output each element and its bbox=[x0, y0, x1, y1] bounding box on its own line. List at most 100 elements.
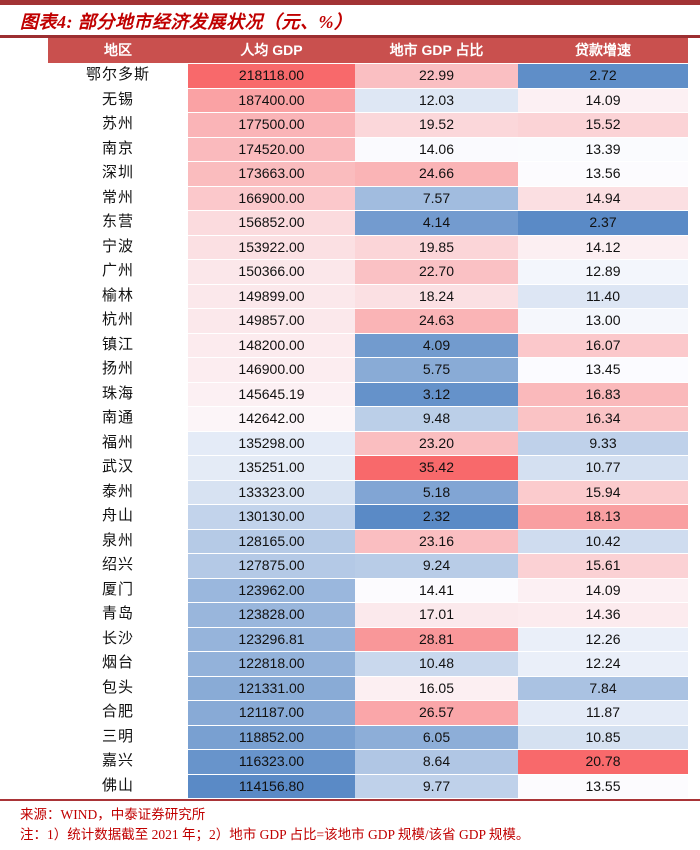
region-cell: 福州 bbox=[48, 431, 188, 455]
table-row: 武汉 135251.00 35.42 10.77 bbox=[48, 456, 688, 480]
gdp-share-cell: 19.85 bbox=[355, 235, 518, 259]
gdp-per-capita-cell: 123962.00 bbox=[188, 578, 355, 602]
loan-growth-cell: 9.33 bbox=[518, 431, 688, 455]
region-cell: 扬州 bbox=[48, 358, 188, 382]
loan-growth-cell: 14.09 bbox=[518, 578, 688, 602]
region-cell: 泰州 bbox=[48, 480, 188, 504]
gdp-share-cell: 16.05 bbox=[355, 676, 518, 700]
loan-growth-cell: 14.36 bbox=[518, 603, 688, 627]
table-row: 深圳 173663.00 24.66 13.56 bbox=[48, 162, 688, 186]
region-cell: 南京 bbox=[48, 137, 188, 161]
region-cell: 长沙 bbox=[48, 627, 188, 651]
gdp-per-capita-cell: 133323.00 bbox=[188, 480, 355, 504]
table-row: 嘉兴 116323.00 8.64 20.78 bbox=[48, 750, 688, 774]
table-row: 宁波 153922.00 19.85 14.12 bbox=[48, 235, 688, 259]
data-table: 地区 人均 GDP 地市 GDP 占比 贷款增速 鄂尔多斯 218118.00 22… bbox=[48, 38, 688, 798]
gdp-per-capita-cell: 114156.80 bbox=[188, 774, 355, 798]
gdp-per-capita-cell: 116323.00 bbox=[188, 750, 355, 774]
source-line: 来源：WIND，中泰证券研究所 bbox=[20, 807, 206, 822]
table-row: 镇江 148200.00 4.09 16.07 bbox=[48, 333, 688, 357]
table-row: 烟台 122818.00 10.48 12.24 bbox=[48, 652, 688, 676]
gdp-per-capita-cell: 127875.00 bbox=[188, 554, 355, 578]
gdp-per-capita-cell: 118852.00 bbox=[188, 725, 355, 749]
region-cell: 深圳 bbox=[48, 162, 188, 186]
loan-growth-cell: 15.52 bbox=[518, 113, 688, 137]
title-underline bbox=[0, 35, 700, 38]
gdp-share-cell: 22.70 bbox=[355, 260, 518, 284]
table-body: 鄂尔多斯 218118.00 22.99 2.72 无锡 187400.00 12.03 14… bbox=[48, 64, 688, 798]
gdp-share-cell: 12.03 bbox=[355, 88, 518, 112]
gdp-share-cell: 35.42 bbox=[355, 456, 518, 480]
gdp-share-cell: 7.57 bbox=[355, 186, 518, 210]
gdp-per-capita-cell: 128165.00 bbox=[188, 529, 355, 553]
table-row: 榆林 149899.00 18.24 11.40 bbox=[48, 284, 688, 308]
loan-growth-cell: 20.78 bbox=[518, 750, 688, 774]
gdp-per-capita-cell: 123296.81 bbox=[188, 627, 355, 651]
table-row: 南京 174520.00 14.06 13.39 bbox=[48, 137, 688, 161]
table-row: 长沙 123296.81 28.81 12.26 bbox=[48, 627, 688, 651]
table-row: 广州 150366.00 22.70 12.89 bbox=[48, 260, 688, 284]
region-cell: 榆林 bbox=[48, 284, 188, 308]
gdp-share-cell: 22.99 bbox=[355, 64, 518, 88]
gdp-share-cell: 6.05 bbox=[355, 725, 518, 749]
region-cell: 青岛 bbox=[48, 603, 188, 627]
table-row: 鄂尔多斯 218118.00 22.99 2.72 bbox=[48, 64, 688, 88]
gdp-share-cell: 3.12 bbox=[355, 382, 518, 406]
loan-growth-cell: 16.34 bbox=[518, 407, 688, 431]
gdp-share-cell: 28.81 bbox=[355, 627, 518, 651]
gdp-per-capita-cell: 173663.00 bbox=[188, 162, 355, 186]
table-row: 杭州 149857.00 24.63 13.00 bbox=[48, 309, 688, 333]
gdp-per-capita-cell: 142642.00 bbox=[188, 407, 355, 431]
gdp-per-capita-cell: 146900.00 bbox=[188, 358, 355, 382]
gdp-share-cell: 4.14 bbox=[355, 211, 518, 235]
region-cell: 苏州 bbox=[48, 113, 188, 137]
loan-growth-cell: 11.87 bbox=[518, 701, 688, 725]
gdp-per-capita-cell: 145645.19 bbox=[188, 382, 355, 406]
table-row: 泉州 128165.00 23.16 10.42 bbox=[48, 529, 688, 553]
loan-growth-cell: 13.00 bbox=[518, 309, 688, 333]
loan-growth-cell: 13.56 bbox=[518, 162, 688, 186]
loan-growth-cell: 14.09 bbox=[518, 88, 688, 112]
gdp-share-cell: 8.64 bbox=[355, 750, 518, 774]
table-row: 青岛 123828.00 17.01 14.36 bbox=[48, 603, 688, 627]
region-cell: 泉州 bbox=[48, 529, 188, 553]
table-row: 包头 121331.00 16.05 7.84 bbox=[48, 676, 688, 700]
region-cell: 嘉兴 bbox=[48, 750, 188, 774]
region-cell: 厦门 bbox=[48, 578, 188, 602]
gdp-per-capita-cell: 121187.00 bbox=[188, 701, 355, 725]
gdp-share-cell: 19.52 bbox=[355, 113, 518, 137]
top-divider-bar bbox=[0, 0, 700, 5]
region-cell: 镇江 bbox=[48, 333, 188, 357]
gdp-share-cell: 23.16 bbox=[355, 529, 518, 553]
loan-growth-cell: 2.72 bbox=[518, 64, 688, 88]
loan-growth-cell: 2.37 bbox=[518, 211, 688, 235]
table-row: 无锡 187400.00 12.03 14.09 bbox=[48, 88, 688, 112]
gdp-per-capita-cell: 121331.00 bbox=[188, 676, 355, 700]
table-row: 福州 135298.00 23.20 9.33 bbox=[48, 431, 688, 455]
gdp-per-capita-cell: 123828.00 bbox=[188, 603, 355, 627]
table-row: 苏州 177500.00 19.52 15.52 bbox=[48, 113, 688, 137]
loan-growth-cell: 10.85 bbox=[518, 725, 688, 749]
gdp-share-cell: 9.77 bbox=[355, 774, 518, 798]
loan-growth-cell: 18.13 bbox=[518, 505, 688, 529]
loan-growth-cell: 13.39 bbox=[518, 137, 688, 161]
region-cell: 杭州 bbox=[48, 309, 188, 333]
region-cell: 鄂尔多斯 bbox=[48, 64, 188, 88]
loan-growth-cell: 10.77 bbox=[518, 456, 688, 480]
gdp-per-capita-cell: 130130.00 bbox=[188, 505, 355, 529]
region-cell: 舟山 bbox=[48, 505, 188, 529]
gdp-share-cell: 18.24 bbox=[355, 284, 518, 308]
gdp-share-cell: 10.48 bbox=[355, 652, 518, 676]
region-cell: 广州 bbox=[48, 260, 188, 284]
loan-growth-cell: 13.45 bbox=[518, 358, 688, 382]
table-row: 厦门 123962.00 14.41 14.09 bbox=[48, 578, 688, 602]
region-cell: 珠海 bbox=[48, 382, 188, 406]
gdp-share-cell: 23.20 bbox=[355, 431, 518, 455]
gdp-per-capita-cell: 135298.00 bbox=[188, 431, 355, 455]
gdp-share-cell: 5.18 bbox=[355, 480, 518, 504]
region-cell: 宁波 bbox=[48, 235, 188, 259]
column-header-region: 地区 bbox=[104, 42, 132, 58]
loan-growth-cell: 16.83 bbox=[518, 382, 688, 406]
gdp-share-cell: 9.24 bbox=[355, 554, 518, 578]
